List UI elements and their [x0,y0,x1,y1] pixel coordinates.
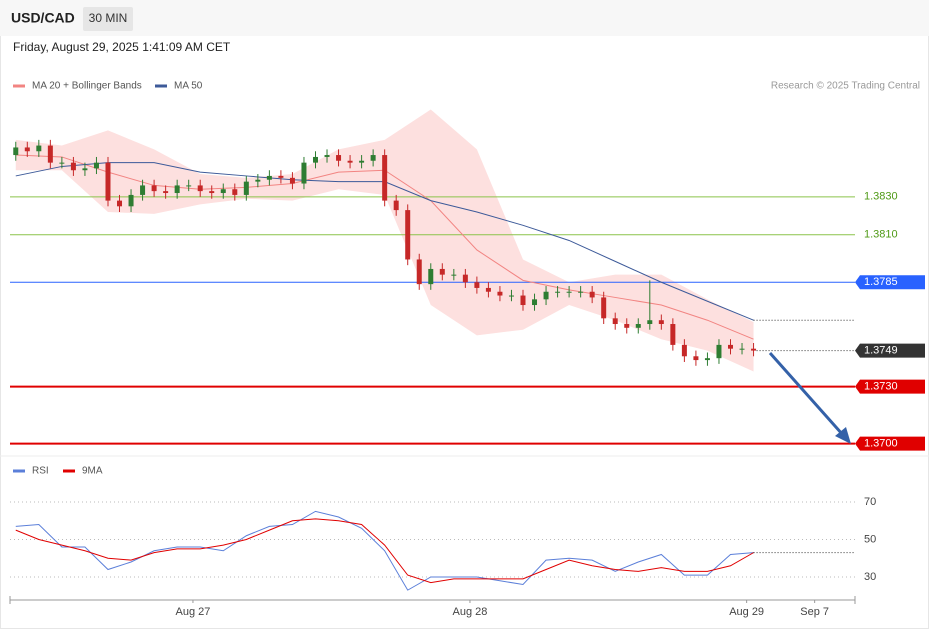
candle-body [243,181,249,195]
legend-label: MA 20 + Bollinger Bands [32,81,142,92]
candle-body [589,291,595,298]
level-label: 1.3730 [864,381,898,393]
candle-body [520,295,526,306]
candle-body [59,162,65,164]
candle-body [624,324,630,328]
candle-body [220,189,226,194]
candle-body [451,274,457,276]
candle-body [163,191,169,194]
timeframe: 30 MIN [89,11,128,25]
legend-label: RSI [32,466,49,477]
candle-body [601,297,607,319]
x-tick-label: Aug 27 [176,606,211,618]
candle-body [36,145,42,152]
level-label: 1.3700 [864,438,898,450]
candle-body [13,147,19,156]
header-bar [0,0,929,36]
candle-body [566,291,572,293]
candle-body [716,344,722,359]
candle-body [255,179,261,182]
candle-body [751,348,757,351]
candle-body [289,177,295,184]
candle-body [174,185,180,194]
candle-body [105,162,111,201]
candle-body [508,295,514,297]
candle-body [186,185,192,187]
candle-body [197,185,203,192]
rsi-line [15,510,754,591]
candle-body [543,291,549,300]
candle-body [578,291,584,293]
candle-body [82,168,88,171]
legend-label: MA 50 [174,81,203,92]
credit: Research © 2025 Trading Central [771,81,920,92]
x-tick-label: Sep 7 [800,606,829,618]
candle-body [359,160,365,163]
candle-body [693,356,699,361]
candle-body [612,318,618,325]
level-label: 1.3810 [864,229,898,241]
x-tick-label: Aug 29 [729,606,764,618]
level-label: 1.3785 [864,276,898,288]
candle-body [266,175,272,180]
y-tick-label: 30 [864,571,876,583]
y-tick-label: 50 [864,533,876,545]
candle-body [47,145,53,163]
candle-body [93,162,99,169]
candle-body [670,324,676,345]
candle-body [24,147,30,152]
candle-body [324,155,330,157]
level-label: 1.3830 [864,191,898,203]
level-tag [855,275,925,290]
y-tick-label: 70 [864,496,876,508]
timeframe-badge [83,7,133,31]
candle-body [151,185,157,192]
level-tag [855,379,925,394]
candle-body [312,156,318,163]
candle-body [555,291,561,293]
candle-body [704,358,710,361]
candle-body [70,162,76,171]
candle-body [301,162,307,184]
candle-body [336,155,342,161]
forecast-arrow [768,352,845,436]
forecast-arrowhead [835,427,851,444]
candle-body [647,320,653,325]
candle-body [497,291,503,296]
candle-body [393,200,399,211]
candle-body [635,324,641,328]
legend-label: 9MA [82,466,103,477]
candle-body [382,155,388,201]
candle-body [462,274,468,283]
candle-body [347,160,353,163]
candle-body [532,299,538,306]
candle-body [278,175,284,178]
candle-body [428,268,434,285]
candle-body [474,282,480,288]
datetime: Friday, August 29, 2025 1:41:09 AM CET [13,40,231,54]
candle-body [727,344,733,349]
candle-body [681,344,687,357]
candle-body [739,348,745,350]
x-tick-label: Aug 28 [453,606,488,618]
level-label: 1.3749 [864,344,898,356]
candle-body [232,189,238,195]
candle-body [209,191,215,194]
level-tag [855,436,925,451]
symbol: USD/CAD [11,10,75,26]
candle-body [658,320,664,325]
candle-body [370,155,376,161]
candle-body [128,194,134,207]
level-tag [855,343,925,358]
candle-body [485,287,491,292]
bollinger-band [15,109,754,372]
candle-body [117,200,123,207]
rsi-ma-line [15,518,754,584]
candle-body [405,210,411,260]
candle-body [416,259,422,285]
candle-body [140,185,146,195]
candle-body [439,268,445,275]
